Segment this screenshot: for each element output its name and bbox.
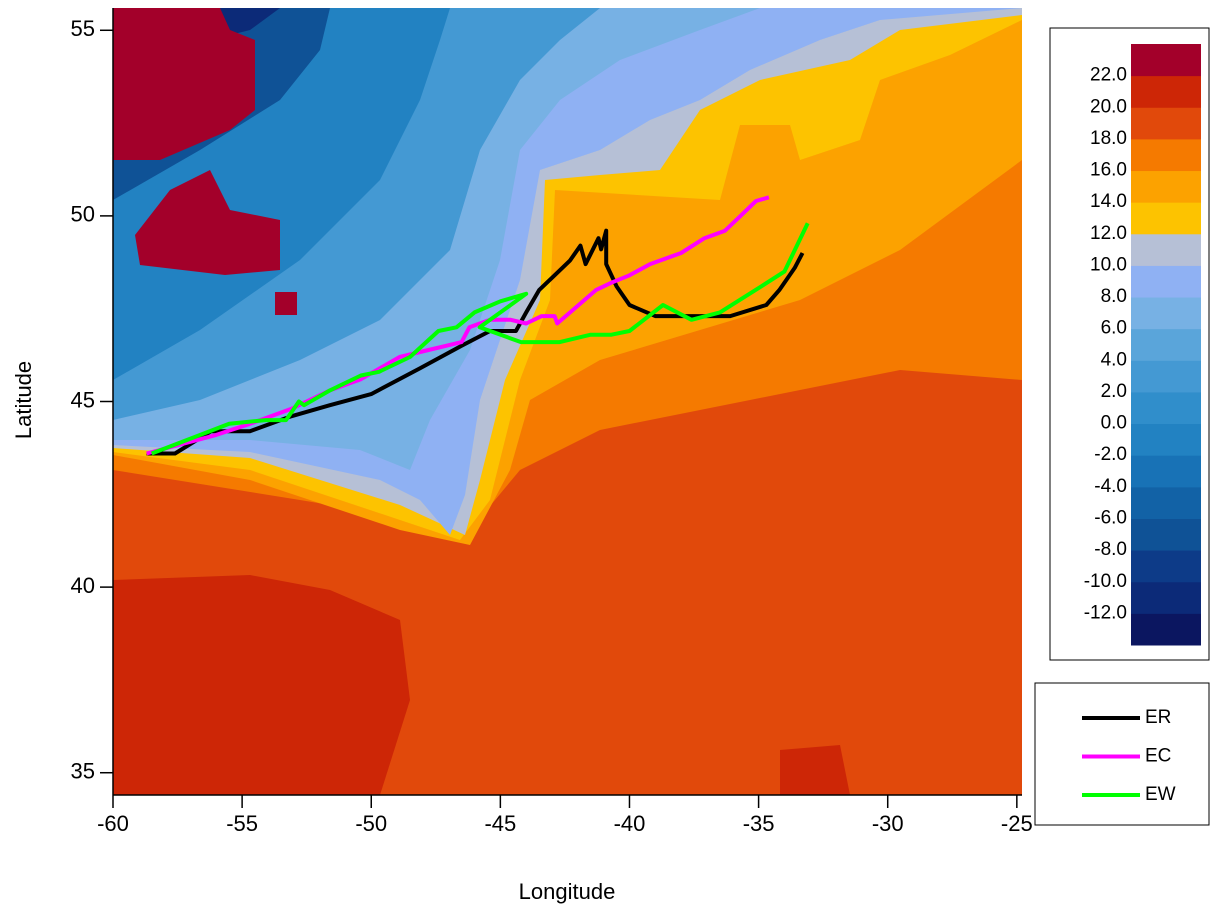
colorbar-label: 16.0 [1090, 160, 1127, 181]
colorbar-band [1131, 518, 1201, 551]
colorbar-label: 0.0 [1101, 413, 1127, 434]
colorbar-label: 22.0 [1090, 65, 1127, 86]
colorbar-label: -10.0 [1084, 571, 1127, 592]
colorbar-band [1131, 486, 1201, 519]
colorbar-label: 18.0 [1090, 128, 1127, 149]
y-tick-label: 40 [71, 573, 95, 598]
x-tick-label: -45 [484, 811, 516, 836]
colorbar-band [1131, 423, 1201, 456]
legend-frame [1034, 682, 1210, 826]
field-band [135, 170, 280, 275]
colorbar-label: 8.0 [1101, 286, 1127, 307]
x-tick-label: -25 [1001, 811, 1033, 836]
colorbar-label: 4.0 [1101, 349, 1127, 370]
y-tick-label: 55 [71, 16, 95, 41]
colorbar-band [1131, 391, 1201, 425]
y-axis-title: Latitude [11, 361, 36, 439]
colorbar-band [1131, 138, 1201, 172]
colorbar-label: -12.0 [1084, 602, 1127, 623]
colorbar-band [1131, 613, 1201, 646]
field-band [275, 292, 297, 315]
x-tick-label: -60 [97, 811, 129, 836]
colorbar-band [1131, 328, 1201, 361]
field-band [113, 8, 255, 160]
colorbar-band [1131, 550, 1201, 583]
temperature-field [113, 8, 1022, 795]
colorbar-band [1131, 360, 1201, 393]
x-tick-label: -30 [872, 811, 904, 836]
colorbar-label: -8.0 [1094, 539, 1127, 560]
colorbar-band [1131, 170, 1201, 203]
colorbar-label: 6.0 [1101, 318, 1127, 339]
legend-label: EW [1145, 784, 1176, 805]
x-axis-title: Longitude [519, 879, 616, 904]
colorbar-label: -2.0 [1094, 444, 1127, 465]
colorbar-band [1131, 455, 1201, 488]
colorbar-band [1131, 75, 1201, 108]
colorbar-label: 10.0 [1090, 254, 1127, 275]
y-tick-label: 50 [71, 202, 95, 227]
colorbar-band [1131, 202, 1201, 235]
colorbar-band [1131, 265, 1201, 298]
x-tick-label: -40 [614, 811, 646, 836]
legend-label: ER [1145, 707, 1171, 728]
colorbar-band [1131, 107, 1201, 140]
y-tick-label: 35 [71, 759, 95, 784]
colorbar: 22.0 20.0 18.0 16.0 14.0 12.0 10.0 8.0 6.0 4.0 2.0… [1049, 27, 1210, 661]
x-tick-label: -55 [226, 811, 258, 836]
colorbar-label: 2.0 [1101, 381, 1127, 402]
tracks [146, 195, 810, 456]
legend-label: EC [1145, 746, 1171, 767]
colorbar-band [1131, 297, 1201, 330]
x-tick-label: -35 [743, 811, 775, 836]
x-tick-label: -50 [355, 811, 387, 836]
field-band [113, 575, 410, 795]
colorbar-band [1131, 44, 1201, 77]
y-tick-label: 45 [71, 387, 95, 412]
colorbar-label: -6.0 [1094, 507, 1127, 528]
colorbar-band [1131, 233, 1201, 266]
track-line [150, 222, 810, 456]
colorbar-label: 20.0 [1090, 96, 1127, 117]
colorbar-band [1131, 581, 1201, 614]
colorbar-label: 12.0 [1090, 223, 1127, 244]
colorbar-label: 14.0 [1090, 191, 1127, 212]
legend: ER EC EW [1034, 682, 1210, 826]
field-band [780, 745, 850, 795]
colorbar-label: -4.0 [1094, 476, 1127, 497]
